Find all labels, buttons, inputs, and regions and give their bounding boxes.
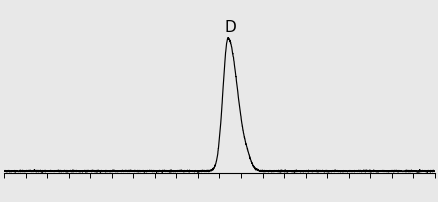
Text: D: D — [224, 20, 236, 35]
